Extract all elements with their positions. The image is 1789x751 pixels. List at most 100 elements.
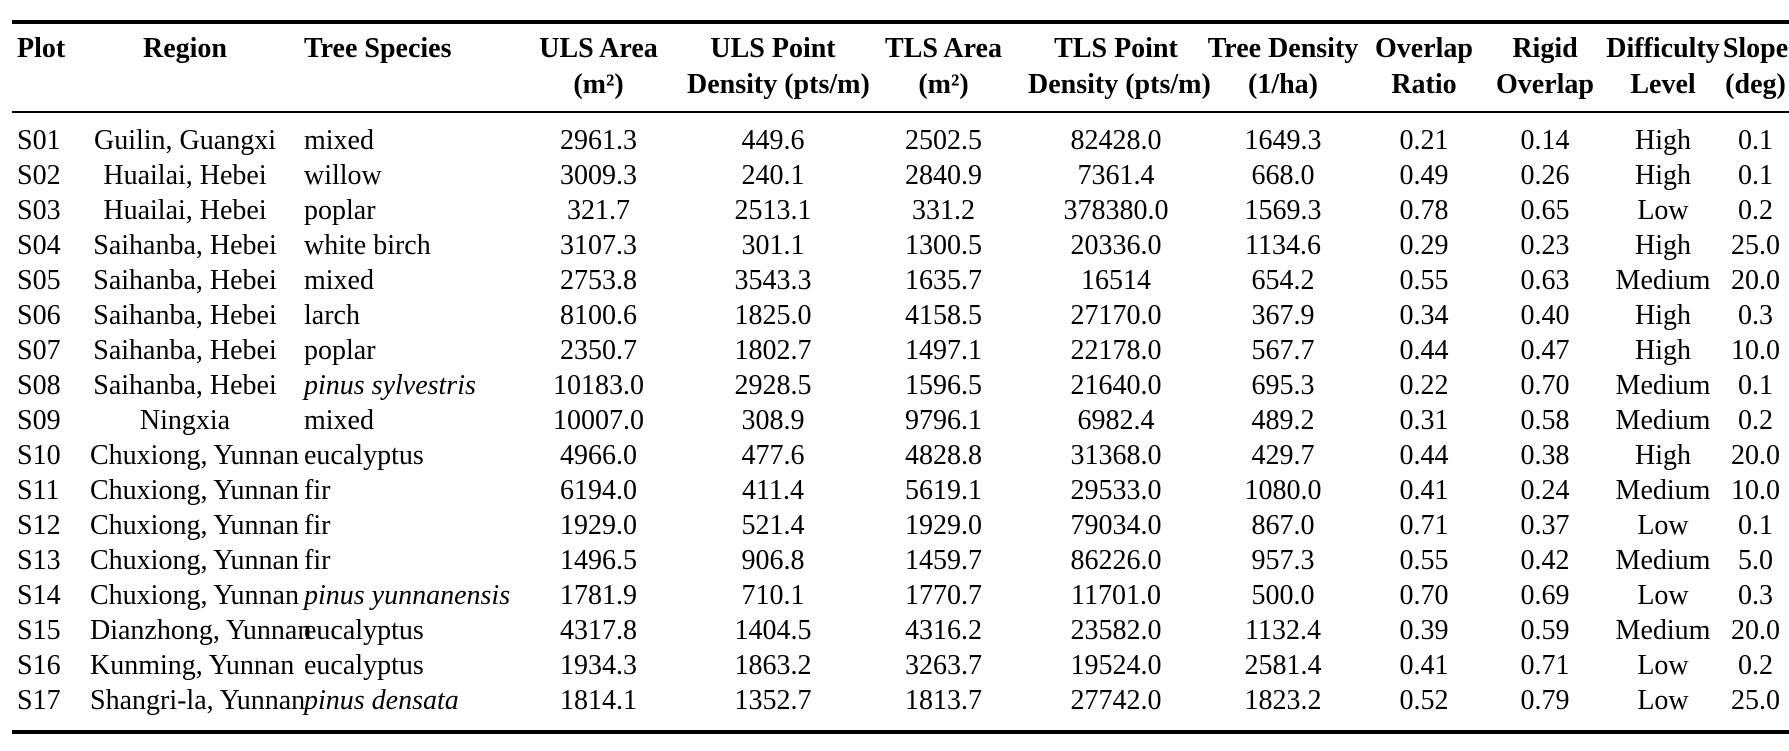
- cell-slope: 0.1: [1738, 160, 1773, 191]
- cell-uls_density: 2928.5: [734, 370, 812, 401]
- cell-species: willow: [304, 160, 382, 191]
- cell-plot: S06: [17, 300, 61, 331]
- header-label-line1: Slope: [1722, 33, 1789, 64]
- cell-slope: 0.1: [1738, 370, 1773, 401]
- cell-tls_area: 9796.1: [905, 405, 982, 436]
- cell-species: pinus sylvestris: [304, 370, 476, 401]
- cell-plot: S12: [17, 510, 61, 541]
- cell-tls_density: 27742.0: [1070, 685, 1162, 716]
- cell-region: Huailai, Hebei: [103, 195, 267, 226]
- column-header-overlap-ratio: Overlap Ratio: [1362, 22, 1486, 113]
- cell-difficulty: Medium: [1615, 265, 1711, 296]
- header-label-line2: Ratio: [1391, 69, 1457, 100]
- cell-difficulty: High: [1635, 335, 1691, 366]
- cell-slope: 0.2: [1738, 195, 1773, 226]
- cell-uls_area: 10007.0: [553, 405, 644, 436]
- column-header-plot: Plot: [12, 22, 90, 113]
- cell-tls_area: 1459.7: [905, 545, 982, 576]
- cell-tls_area: 1929.0: [905, 510, 982, 541]
- cell-species: fir: [304, 545, 331, 576]
- cell-species: larch: [304, 300, 360, 331]
- cell-tls_density: 86226.0: [1070, 545, 1162, 576]
- cell-difficulty: Low: [1637, 650, 1689, 681]
- cell-rigid_overlap: 0.58: [1520, 405, 1570, 436]
- column-header-tls-area: TLS Area (m²): [859, 22, 1028, 113]
- cell-difficulty: High: [1635, 230, 1691, 261]
- cell-overlap_ratio: 0.22: [1399, 370, 1449, 401]
- table-row: S08 Saihanba, Hebei pinus sylvestris 10183.…: [12, 368, 1789, 403]
- table-row: S02 Huailai, Hebei willow 3009.3 240.1 2840.9…: [12, 158, 1789, 193]
- cell-rigid_overlap: 0.79: [1520, 685, 1570, 716]
- cell-tls_density: 19524.0: [1070, 650, 1162, 681]
- cell-tls_density: 378380.0: [1063, 195, 1169, 226]
- cell-overlap_ratio: 0.44: [1399, 335, 1449, 366]
- cell-region: Dianzhong, Yunnan: [90, 615, 312, 646]
- cell-uls_density: 411.4: [742, 475, 804, 506]
- cell-tree_density: 429.7: [1251, 440, 1315, 471]
- table-row: S12 Chuxiong, Yunnan fir 1929.0 521.4 1929.0 7…: [12, 508, 1789, 543]
- cell-uls_density: 240.1: [741, 160, 805, 191]
- cell-plot: S17: [17, 685, 61, 716]
- cell-overlap_ratio: 0.55: [1399, 265, 1449, 296]
- cell-rigid_overlap: 0.63: [1520, 265, 1570, 296]
- cell-tls_density: 7361.4: [1077, 160, 1155, 191]
- cell-uls_density: 1863.2: [734, 650, 812, 681]
- cell-slope: 20.0: [1731, 440, 1780, 471]
- cell-difficulty: Medium: [1615, 370, 1711, 401]
- table-row: S16 Kunming, Yunnan eucalyptus 1934.3 1863.2…: [12, 648, 1789, 683]
- cell-plot: S03: [17, 195, 61, 226]
- cell-region: Chuxiong, Yunnan: [90, 545, 299, 576]
- table-row: S07 Saihanba, Hebei poplar 2350.7 1802.7 1497…: [12, 333, 1789, 368]
- header-label-line2: (m²): [918, 69, 969, 100]
- cell-species: white birch: [304, 230, 431, 261]
- cell-plot: S04: [17, 230, 61, 261]
- cell-overlap_ratio: 0.52: [1399, 685, 1449, 716]
- cell-species: pinus yunnanensis: [304, 580, 511, 611]
- cell-region: Saihanba, Hebei: [93, 230, 277, 261]
- cell-difficulty: Low: [1637, 510, 1689, 541]
- cell-region: Saihanba, Hebei: [93, 265, 277, 296]
- table-row: S01 Guilin, Guangxi mixed 2961.3 449.6 2502.5…: [12, 112, 1789, 158]
- cell-tree_density: 500.0: [1251, 580, 1315, 611]
- cell-difficulty: Low: [1637, 580, 1689, 611]
- cell-rigid_overlap: 0.47: [1520, 335, 1570, 366]
- cell-region: Chuxiong, Yunnan: [90, 475, 299, 506]
- cell-tls_area: 1497.1: [905, 335, 982, 366]
- cell-uls_area: 1781.9: [560, 580, 637, 611]
- table-row: S06 Saihanba, Hebei larch 8100.6 1825.0 4158.…: [12, 298, 1789, 333]
- cell-uls_area: 321.7: [567, 195, 630, 226]
- cell-rigid_overlap: 0.24: [1520, 475, 1570, 506]
- table-row: S17 Shangri-la, Yunnan pinus densata 1814.1…: [12, 683, 1789, 732]
- cell-tree_density: 367.9: [1251, 300, 1315, 331]
- cell-difficulty: Medium: [1615, 615, 1711, 646]
- column-header-region: Region: [90, 22, 280, 113]
- cell-region: Saihanba, Hebei: [93, 300, 277, 331]
- plot-summary-table: Plot Region Tree Species ULS Area (m²) U…: [12, 20, 1789, 734]
- header-label-line1: Region: [143, 33, 227, 64]
- cell-uls_density: 3543.3: [734, 265, 812, 296]
- cell-region: Saihanba, Hebei: [93, 335, 277, 366]
- cell-difficulty: High: [1635, 300, 1691, 331]
- cell-uls_density: 906.8: [741, 545, 805, 576]
- cell-slope: 0.2: [1738, 405, 1773, 436]
- header-label-line1: Tree Density: [1207, 33, 1359, 64]
- table-row: S05 Saihanba, Hebei mixed 2753.8 3543.3 1635.…: [12, 263, 1789, 298]
- header-label-line1: Difficulty: [1606, 33, 1720, 64]
- cell-difficulty: High: [1635, 160, 1691, 191]
- cell-slope: 25.0: [1731, 685, 1780, 716]
- cell-tls_area: 4316.2: [905, 615, 982, 646]
- cell-tree_density: 1649.3: [1244, 125, 1322, 156]
- cell-tree_density: 957.3: [1251, 545, 1315, 576]
- column-header-uls-area: ULS Area (m²): [510, 22, 687, 113]
- cell-tree_density: 668.0: [1251, 160, 1315, 191]
- cell-tls_area: 4828.8: [905, 440, 982, 471]
- header-label-line1: ULS Point: [710, 33, 836, 64]
- cell-region: Chuxiong, Yunnan: [90, 580, 299, 611]
- cell-tls_density: 23582.0: [1070, 615, 1162, 646]
- cell-uls_area: 1929.0: [560, 510, 637, 541]
- cell-difficulty: Low: [1637, 195, 1689, 226]
- cell-overlap_ratio: 0.71: [1399, 510, 1449, 541]
- header-label-line1: ULS Area: [539, 33, 658, 64]
- cell-tls_area: 1300.5: [905, 230, 982, 261]
